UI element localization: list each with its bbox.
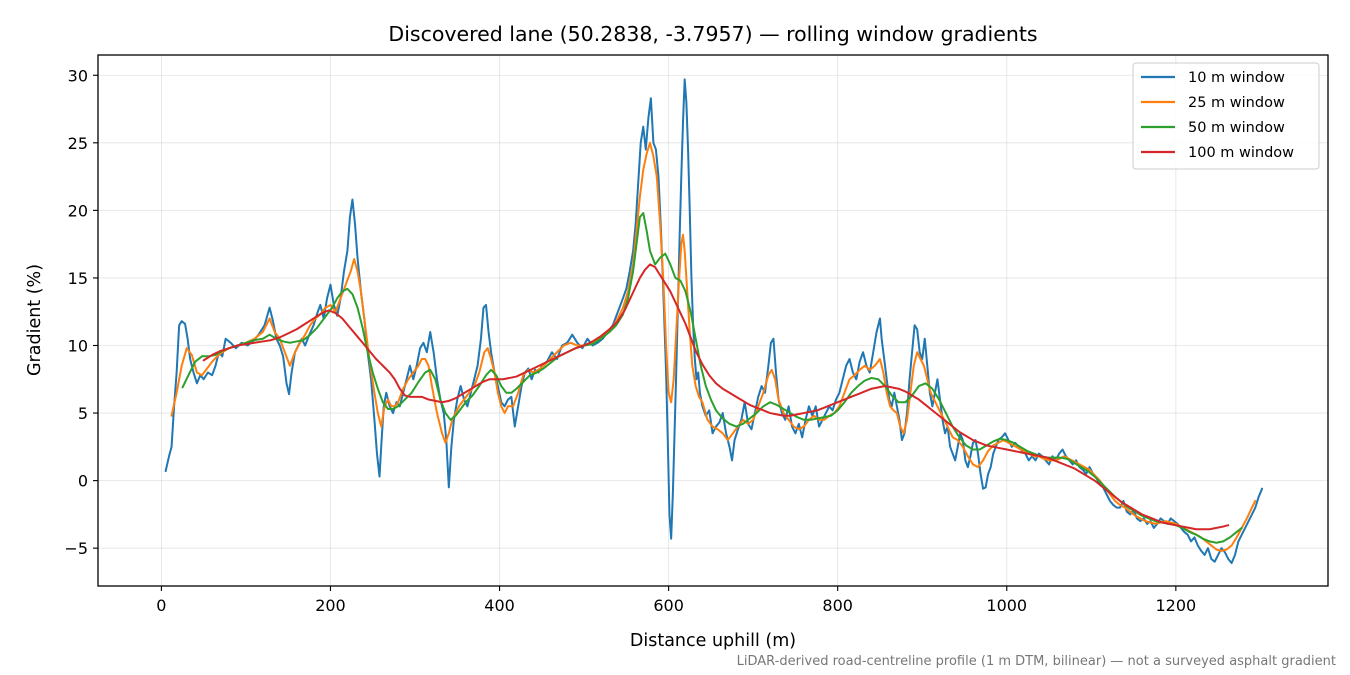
footnote: LiDAR-derived road-centreline profile (1… [737, 654, 1336, 669]
x-tick-label: 0 [156, 596, 166, 615]
x-tick-label: 800 [822, 596, 853, 615]
x-tick-label: 1200 [1155, 596, 1196, 615]
series-line-4 [202, 263, 1230, 531]
legend: 10 m window 25 m window 50 m window 100 m w… [1132, 62, 1320, 170]
y-tick-label: 20 [68, 201, 88, 220]
axis-ticks: 0 200 400 600 800 1000 1200 −5 0 5 10 15 20 25 30 [64, 66, 1196, 615]
plot-frame [97, 54, 1329, 587]
legend-label: 25 m window [1188, 95, 1285, 111]
y-tick-label: 25 [68, 134, 88, 153]
grid-lines [98, 55, 1328, 586]
x-tick-label: 200 [315, 596, 346, 615]
series-line-2 [170, 141, 1257, 552]
y-tick-label: −5 [64, 539, 88, 558]
x-tick-label: 600 [653, 596, 684, 615]
y-tick-label: 5 [78, 404, 88, 423]
x-tick-label: 1000 [986, 596, 1027, 615]
series-lines [164, 78, 1264, 565]
legend-label: 50 m window [1188, 120, 1285, 136]
legend-label: 100 m window [1188, 145, 1294, 161]
y-tick-label: 10 [68, 337, 88, 356]
legend-box [1132, 62, 1320, 170]
series-line-3 [181, 212, 1243, 544]
x-tick-label: 400 [484, 596, 515, 615]
y-tick-label: 30 [68, 66, 88, 85]
y-tick-label: 0 [78, 472, 88, 491]
y-tick-label: 15 [68, 269, 88, 288]
legend-label: 10 m window [1188, 70, 1285, 86]
x-axis-label: Distance uphill (m) [630, 631, 796, 651]
chart-title: Discovered lane (50.2838, -3.7957) — rol… [388, 22, 1037, 46]
y-axis-label: Gradient (%) [25, 264, 45, 376]
